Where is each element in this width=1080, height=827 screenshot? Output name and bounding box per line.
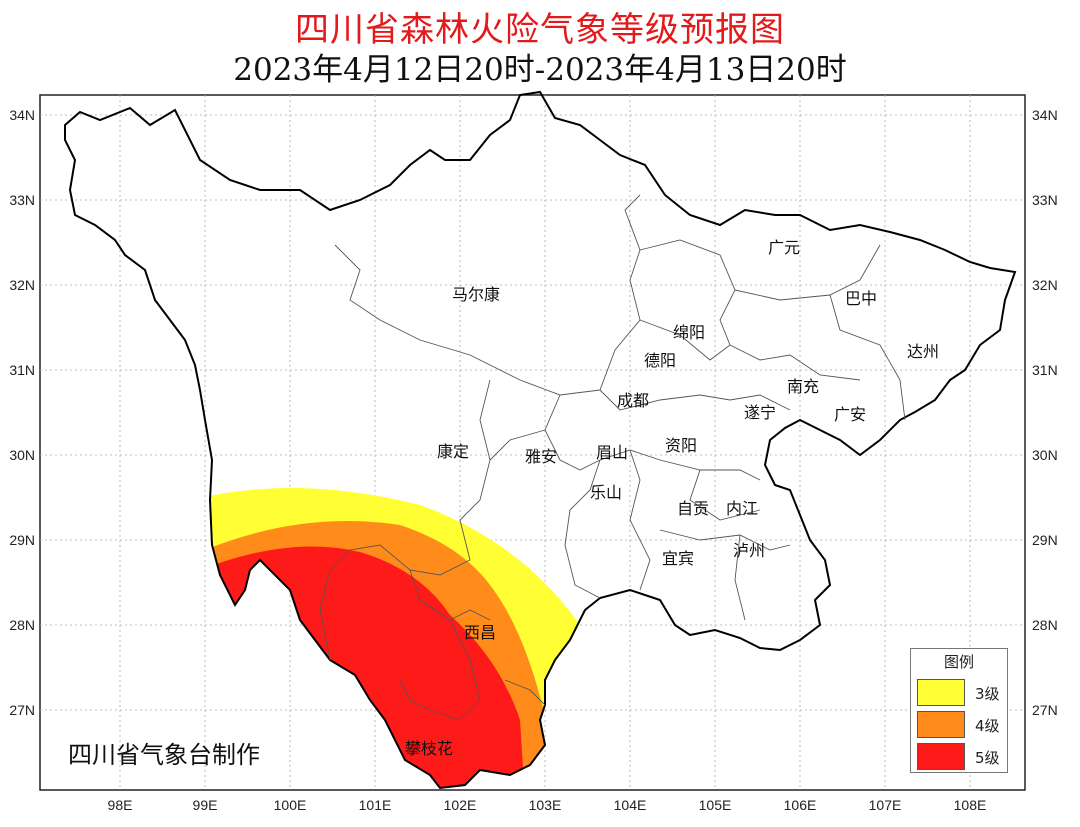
city-label: 德阳 xyxy=(644,351,676,370)
legend-label: 4级 xyxy=(975,717,1000,735)
legend: 图例 3级 4级 5级 xyxy=(910,648,1008,773)
lat-label: 28N xyxy=(1032,617,1058,633)
legend-label: 3级 xyxy=(975,685,1000,703)
city-label: 南充 xyxy=(787,377,819,396)
legend-swatch-level5 xyxy=(917,743,965,770)
lat-label: 34N xyxy=(9,107,35,123)
lon-label: 98E xyxy=(108,797,133,813)
city-label: 成都 xyxy=(617,391,649,410)
lon-label: 99E xyxy=(193,797,218,813)
lat-label: 29N xyxy=(1032,532,1058,548)
lon-label: 106E xyxy=(784,797,817,813)
lat-label: 30N xyxy=(9,447,35,463)
lat-label: 30N xyxy=(1032,447,1058,463)
map-title: 四川省森林火险气象等级预报图 xyxy=(295,10,785,50)
map-subtitle: 2023年4月12日20时-2023年4月13日20时 xyxy=(233,52,847,88)
lon-label: 107E xyxy=(869,797,902,813)
city-labels: 广元 巴中 马尔康 绵阳 德阳 达州 南充 成都 遂宁 广安 康定 雅安 眉山 … xyxy=(405,238,939,758)
legend-swatch-level4 xyxy=(917,711,965,738)
legend-item: 5级 xyxy=(917,743,1003,770)
city-label: 康定 xyxy=(437,442,469,461)
city-label: 乐山 xyxy=(590,483,622,502)
lon-label: 100E xyxy=(274,797,307,813)
city-label: 西昌 xyxy=(464,623,496,642)
city-label: 达州 xyxy=(907,342,939,361)
city-label: 遂宁 xyxy=(744,403,776,422)
legend-swatch-level3 xyxy=(917,679,965,706)
city-label: 绵阳 xyxy=(673,323,705,342)
lon-label: 102E xyxy=(444,797,477,813)
lat-label: 31N xyxy=(1032,362,1058,378)
lon-labels: 98E 99E 100E 101E 102E 103E 104E 105E 10… xyxy=(108,797,987,813)
legend-item: 3级 xyxy=(917,679,1003,706)
prefecture-borders xyxy=(319,194,906,721)
lat-label: 31N xyxy=(9,362,35,378)
city-label: 雅安 xyxy=(525,447,557,466)
lat-label: 33N xyxy=(9,192,35,208)
lat-label: 34N xyxy=(1032,107,1058,123)
issuer-credit: 四川省气象台制作 xyxy=(68,741,260,769)
lon-label: 108E xyxy=(954,797,987,813)
lat-labels-right: 34N 33N 32N 31N 30N 29N 28N 27N xyxy=(1032,107,1058,718)
city-label: 内江 xyxy=(726,499,758,518)
city-label: 攀枝花 xyxy=(405,739,453,758)
lon-label: 104E xyxy=(614,797,647,813)
legend-label: 5级 xyxy=(975,749,1000,767)
lat-labels-left: 34N 33N 32N 31N 30N 29N 28N 27N xyxy=(9,107,35,718)
legend-title: 图例 xyxy=(943,653,974,671)
lon-label: 101E xyxy=(359,797,392,813)
lat-label: 27N xyxy=(9,702,35,718)
city-label: 宜宾 xyxy=(662,549,694,568)
lat-label: 32N xyxy=(9,277,35,293)
lon-label: 105E xyxy=(699,797,732,813)
lat-label: 28N xyxy=(9,617,35,633)
city-label: 巴中 xyxy=(845,289,877,308)
province-border xyxy=(64,90,1017,790)
city-label: 马尔康 xyxy=(452,285,500,304)
legend-item: 4级 xyxy=(917,711,1003,738)
city-label: 广元 xyxy=(768,238,800,257)
city-label: 自贡 xyxy=(677,499,709,518)
city-label: 眉山 xyxy=(596,443,628,462)
lat-label: 27N xyxy=(1032,702,1058,718)
city-label: 泸州 xyxy=(733,541,765,560)
city-label: 广安 xyxy=(834,405,866,424)
city-label: 资阳 xyxy=(665,436,697,455)
lat-label: 29N xyxy=(9,532,35,548)
lat-label: 32N xyxy=(1032,277,1058,293)
lat-label: 33N xyxy=(1032,192,1058,208)
lon-label: 103E xyxy=(529,797,562,813)
